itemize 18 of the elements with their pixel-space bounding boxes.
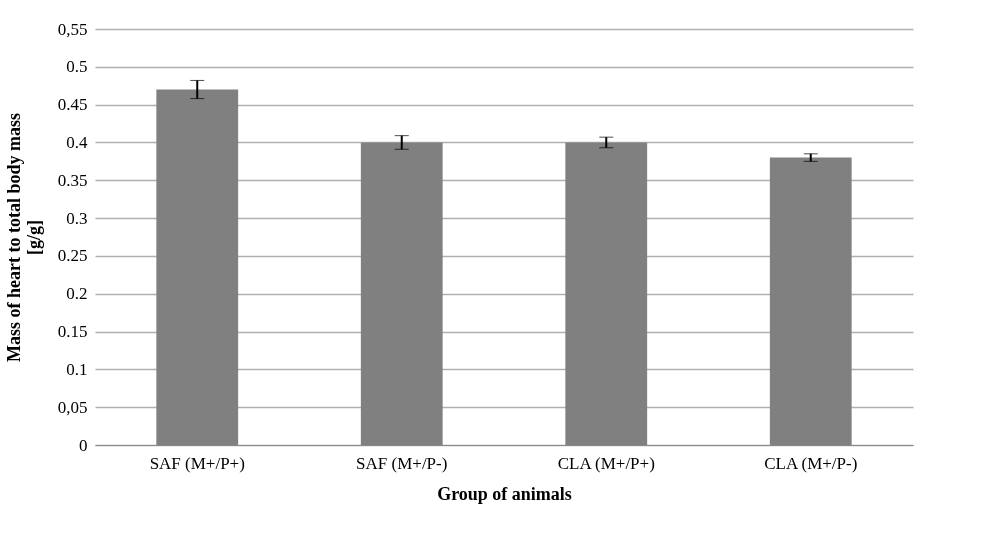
y-tick-label: 0.3 <box>66 208 88 228</box>
y-axis-title: Mass of heart to total body mass [g/g] <box>3 113 44 362</box>
y-tick-label: 0,55 <box>57 19 88 39</box>
y-tick-label: 0,05 <box>57 397 88 417</box>
y-tick-label: 0.1 <box>66 359 88 379</box>
y-tick-label: 0.15 <box>57 322 88 342</box>
x-tick-label: SAF (M+/P-) <box>356 453 448 473</box>
x-tick-label: CLA (M+/P+) <box>557 453 655 473</box>
x-axis-title: Group of animals <box>437 483 572 504</box>
y-tick-label: 0.5 <box>66 57 88 77</box>
y-tick-label: 0.45 <box>57 95 88 115</box>
y-tick-label: 0.4 <box>66 132 88 152</box>
y-tick-label: 0.25 <box>57 246 88 266</box>
y-tick-label: 0 <box>79 435 88 455</box>
y-tick-label: 0.2 <box>66 284 88 304</box>
y-tick-label: 0.35 <box>57 170 88 190</box>
x-tick-label: SAF (M+/P+) <box>149 453 245 473</box>
x-tick-label: CLA (M+/P-) <box>764 453 858 473</box>
